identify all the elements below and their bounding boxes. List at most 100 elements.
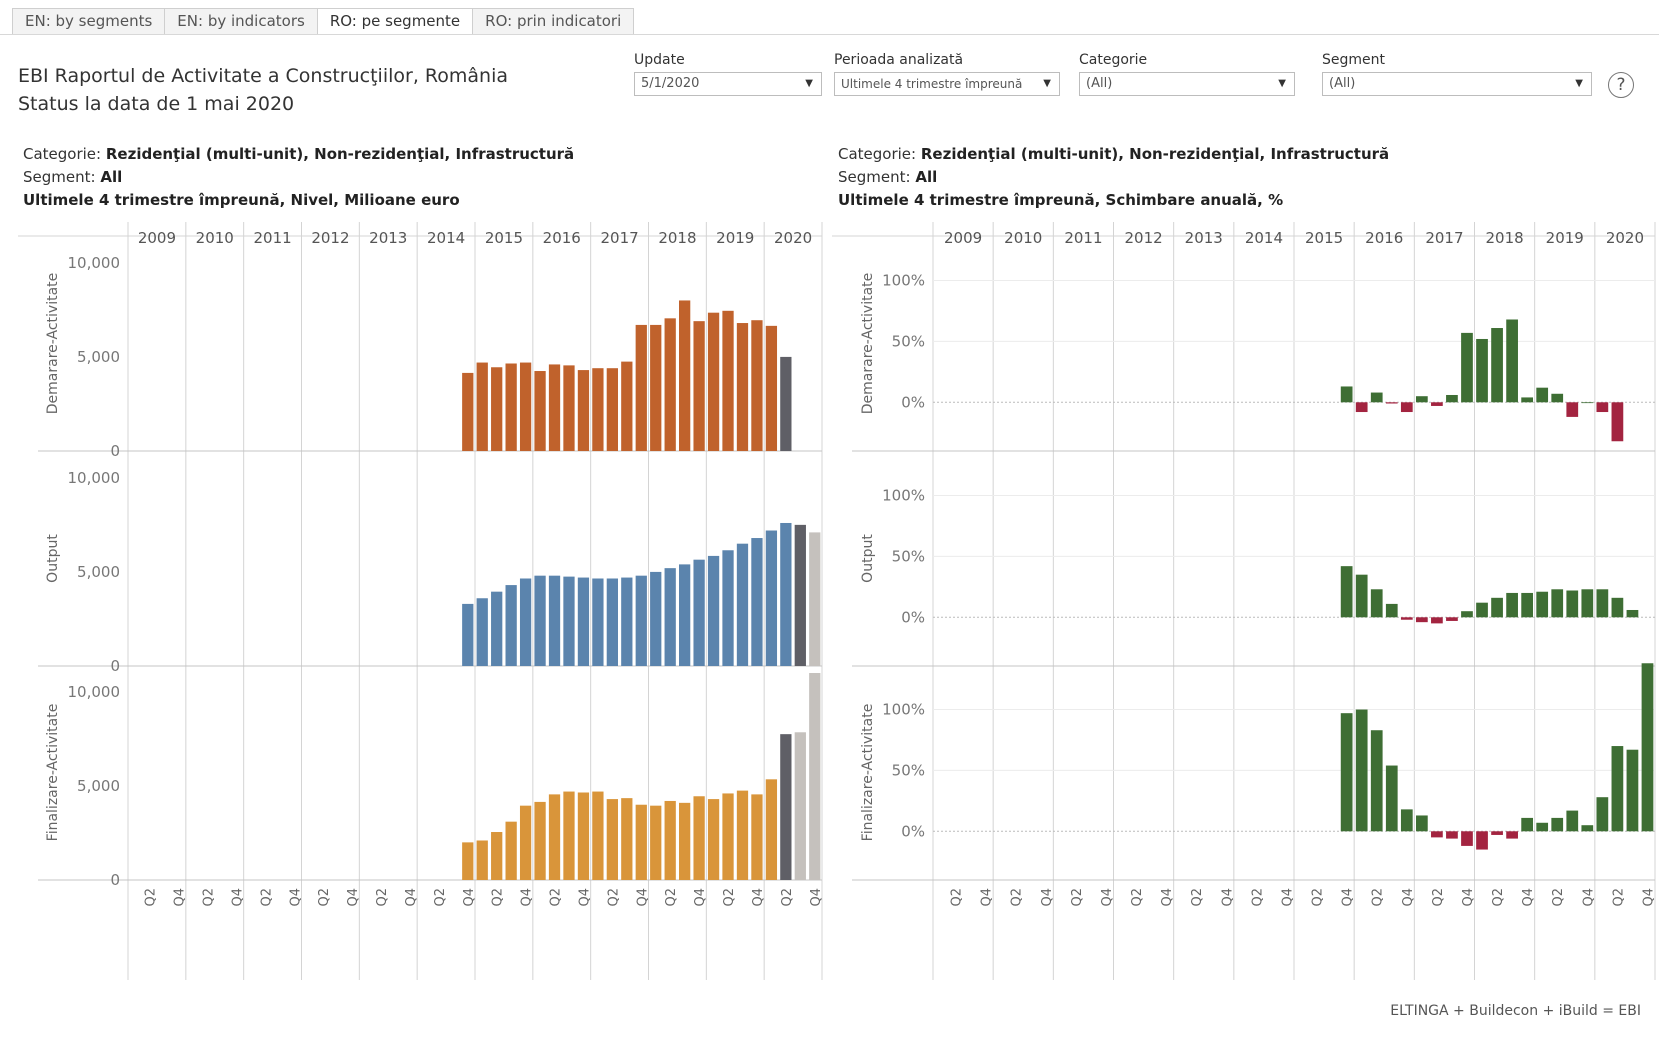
right-categorie-value: Rezidenţial (multi-unit), Non-rezidenţia… [920, 145, 1390, 163]
view-tabs: EN: by segments EN: by indicators RO: pe… [12, 8, 635, 35]
year-tick-label: 2020 [1606, 229, 1644, 247]
data-bar [462, 372, 474, 451]
quarter-tick-label: Q4 [173, 888, 188, 907]
tab-ro-indicators[interactable]: RO: prin indicatori [472, 8, 635, 35]
segment-dropdown[interactable]: (All) ▼ [1322, 72, 1592, 96]
quarter-tick-label: Q4 [1100, 888, 1115, 907]
data-bar [462, 842, 474, 880]
data-bar [1431, 402, 1443, 406]
chevron-down-icon: ▼ [1278, 78, 1286, 89]
right-subtitle: Categorie: Rezidenţial (multi-unit), Non… [838, 143, 1389, 212]
year-tick-label: 2011 [1064, 229, 1102, 247]
chevron-down-icon: ▼ [805, 78, 813, 89]
y-tick-label: 0 [110, 442, 120, 460]
quarter-tick-label: Q4 [1341, 888, 1356, 907]
period-value: Ultimele 4 trimestre împreună [841, 77, 1023, 91]
row-label: Finalizare-Activitate [45, 704, 61, 842]
year-tick-label: 2014 [427, 229, 465, 247]
row-label: Demarare-Activitate [45, 273, 61, 415]
quarter-tick-label: Q2 [1070, 888, 1085, 907]
data-bar [1581, 589, 1594, 618]
data-bar [650, 571, 662, 666]
quarter-tick-label: Q2 [491, 888, 506, 907]
data-bar [1461, 611, 1473, 618]
quarter-tick-label: Q4 [1160, 888, 1175, 907]
data-bar [563, 576, 575, 666]
y-tick-label: 100% [882, 487, 925, 505]
quarter-tick-label: Q2 [259, 888, 274, 907]
data-bar [693, 559, 705, 666]
year-tick-label: 2018 [658, 229, 696, 247]
quarter-tick-label: Q4 [1461, 888, 1476, 907]
data-bar [1566, 810, 1579, 832]
data-bar [1476, 831, 1488, 850]
quarter-tick-label: Q2 [144, 888, 159, 907]
data-bar [1400, 809, 1413, 832]
help-icon[interactable]: ? [1608, 72, 1634, 98]
data-bar [679, 802, 691, 880]
tab-ro-segments[interactable]: RO: pe segmente [316, 8, 474, 35]
tab-divider [0, 34, 1659, 35]
data-bar [1431, 617, 1443, 624]
data-bar [1491, 597, 1503, 618]
y-tick-label: 0% [901, 393, 925, 411]
row-label: Demarare-Activitate [860, 273, 876, 415]
chevron-down-icon: ▼ [1043, 78, 1051, 89]
quarter-tick-label: Q4 [230, 888, 245, 907]
data-bar [1626, 609, 1639, 618]
data-bar [476, 840, 488, 880]
category-dropdown[interactable]: (All) ▼ [1079, 72, 1295, 96]
data-bar [1415, 815, 1428, 832]
footer-credit: ELTINGA + Buildecon + iBuild = EBI [1390, 1003, 1641, 1019]
tab-en-indicators[interactable]: EN: by indicators [164, 8, 318, 35]
data-bar [592, 368, 604, 451]
tab-en-segments[interactable]: EN: by segments [12, 8, 166, 35]
quarter-tick-label: Q2 [1010, 888, 1025, 907]
data-bar [519, 362, 532, 451]
data-bar [1581, 825, 1594, 832]
quarter-tick-label: Q4 [1521, 888, 1536, 907]
data-bar [693, 321, 705, 451]
data-bar [1446, 394, 1458, 403]
year-tick-label: 2016 [543, 229, 581, 247]
y-tick-label: 50% [892, 332, 925, 350]
data-bar [1355, 402, 1368, 413]
quarter-tick-label: Q2 [549, 888, 564, 907]
data-bar [491, 591, 503, 666]
update-filter: Update 5/1/2020 ▼ [634, 52, 822, 96]
data-bar [534, 575, 546, 666]
data-bar [1611, 402, 1624, 442]
quarter-tick-label: Q4 [1220, 888, 1235, 907]
data-bar [1566, 402, 1579, 417]
data-bar [548, 575, 561, 666]
data-bar [1385, 765, 1398, 832]
year-tick-label: 2010 [1004, 229, 1042, 247]
data-bar [1596, 589, 1609, 618]
period-dropdown[interactable]: Ultimele 4 trimestre împreună ▼ [834, 72, 1060, 96]
year-tick-label: 2010 [196, 229, 234, 247]
data-bar [650, 324, 662, 451]
data-bar [548, 364, 561, 451]
quarter-tick-label: Q2 [202, 888, 217, 907]
quarter-tick-label: Q4 [577, 888, 592, 907]
data-bar [1476, 602, 1488, 618]
data-bar [650, 805, 662, 880]
data-bar [1340, 386, 1353, 403]
y-tick-label: 50% [892, 547, 925, 565]
y-tick-label: 0 [110, 657, 120, 675]
data-bar [1446, 617, 1458, 621]
right-segment-label: Segment: [838, 168, 911, 186]
year-tick-label: 2011 [253, 229, 291, 247]
data-bar [765, 325, 778, 451]
y-tick-label: 100% [882, 272, 925, 290]
year-tick-label: 2020 [774, 229, 812, 247]
quarter-tick-label: Q4 [980, 888, 995, 907]
data-bar [491, 832, 503, 880]
quarter-tick-label: Q4 [809, 888, 824, 907]
year-tick-label: 2012 [311, 229, 349, 247]
update-value: 5/1/2020 [641, 76, 700, 91]
data-bar [1461, 831, 1473, 846]
data-bar [794, 524, 806, 666]
update-dropdown[interactable]: 5/1/2020 ▼ [634, 72, 822, 96]
